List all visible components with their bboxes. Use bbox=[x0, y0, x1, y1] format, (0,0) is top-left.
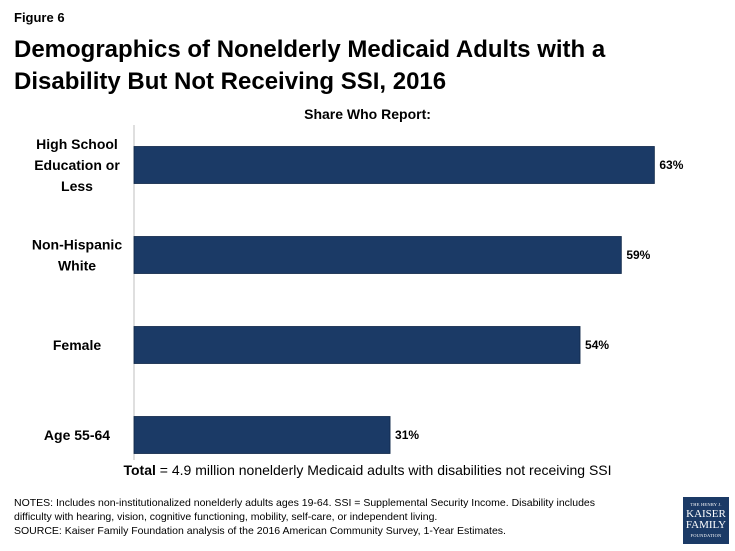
notes: NOTES: Includes non-institutionalized no… bbox=[14, 496, 654, 538]
notes-line-2: difficulty with hearing, vision, cogniti… bbox=[14, 511, 438, 523]
bar-chart: 63% High School Education or Less 59% Non-His… bbox=[32, 125, 684, 460]
bar-3 bbox=[133, 416, 391, 454]
total-note: Total = 4.9 million nonelderly Medicaid … bbox=[0, 462, 735, 478]
chart-title: Demographics of Nonelderly Medicaid Adul… bbox=[14, 36, 606, 95]
kff-logo: THE HENRY J. KAISER FAMILY FOUNDATION bbox=[683, 497, 729, 544]
value-label-1: 59% bbox=[626, 248, 650, 262]
bar-2 bbox=[133, 326, 581, 364]
bar-1 bbox=[133, 236, 622, 274]
bar-0 bbox=[133, 146, 655, 184]
logo-line-1: THE HENRY J. bbox=[690, 502, 722, 507]
value-label-0: 63% bbox=[659, 158, 683, 172]
category-label-2: Female bbox=[53, 337, 101, 353]
chart-subtitle: Share Who Report: bbox=[304, 106, 431, 122]
logo-line-3: FAMILY bbox=[685, 519, 727, 531]
source-line: SOURCE: Kaiser Family Foundation analysi… bbox=[14, 525, 506, 537]
category-label-1: Non-Hispanic White bbox=[32, 237, 122, 274]
value-label-3: 31% bbox=[395, 428, 419, 442]
value-label-2: 54% bbox=[585, 338, 609, 352]
logo-line-2: KAISER bbox=[686, 508, 726, 520]
notes-line-1: NOTES: Includes non-institutionalized no… bbox=[14, 497, 596, 509]
category-label-3: Age 55-64 bbox=[44, 427, 110, 443]
logo-line-4: FOUNDATION bbox=[690, 533, 722, 538]
figure-label: Figure 6 bbox=[14, 10, 65, 25]
total-prefix: Total bbox=[123, 462, 156, 478]
category-label-0: High School Education or Less bbox=[34, 136, 120, 194]
total-rest: = 4.9 million nonelderly Medicaid adults… bbox=[155, 462, 612, 478]
